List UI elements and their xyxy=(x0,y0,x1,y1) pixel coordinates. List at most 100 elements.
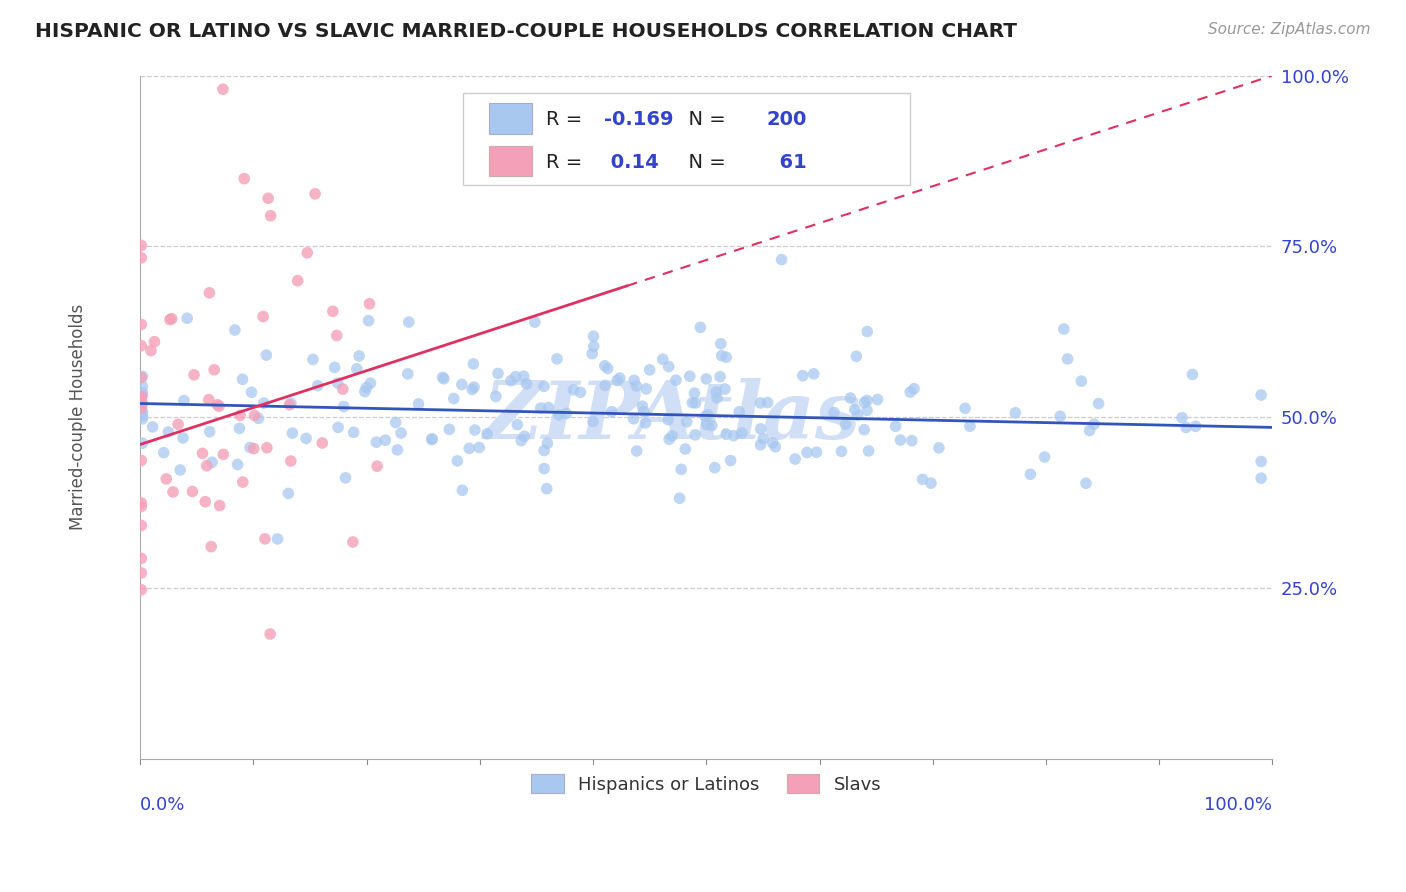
Point xyxy=(536,482,558,496)
Point xyxy=(475,426,498,441)
Point xyxy=(359,297,381,311)
Point xyxy=(155,472,177,486)
Point xyxy=(195,458,218,473)
Point xyxy=(657,412,679,426)
Point xyxy=(231,372,253,386)
Point xyxy=(259,627,281,641)
Point xyxy=(333,400,356,414)
Point xyxy=(623,373,645,387)
Point xyxy=(173,393,195,408)
Point xyxy=(439,422,461,436)
Point xyxy=(332,382,354,396)
Point xyxy=(1074,476,1097,491)
Point xyxy=(131,238,153,252)
Point xyxy=(1175,420,1198,434)
Point xyxy=(866,392,889,407)
Point xyxy=(685,396,707,410)
Point xyxy=(709,369,731,384)
Point xyxy=(756,395,779,409)
Point xyxy=(131,386,153,401)
Point xyxy=(695,372,717,386)
Point xyxy=(658,359,681,374)
Point xyxy=(638,363,661,377)
Point xyxy=(562,383,585,397)
Point xyxy=(582,415,605,429)
Point xyxy=(131,396,153,410)
Text: 200: 200 xyxy=(766,111,807,129)
Point xyxy=(803,367,825,381)
Point xyxy=(131,496,153,510)
Point xyxy=(326,420,349,434)
Point xyxy=(831,444,853,458)
Point xyxy=(853,423,876,437)
Point xyxy=(142,420,165,434)
Point xyxy=(304,186,326,201)
Point xyxy=(183,368,205,382)
Point xyxy=(131,412,153,426)
Point xyxy=(131,379,153,393)
Point xyxy=(463,380,485,394)
Point xyxy=(226,458,249,472)
Point xyxy=(198,285,221,300)
Point xyxy=(242,442,264,456)
Point xyxy=(420,432,443,446)
Point xyxy=(683,427,706,442)
Point xyxy=(763,440,786,454)
Point xyxy=(432,370,454,384)
Point xyxy=(533,379,555,393)
Point xyxy=(366,459,388,474)
Point xyxy=(485,389,508,403)
Point xyxy=(311,436,333,450)
Point xyxy=(626,444,648,458)
Point xyxy=(512,369,534,384)
Point xyxy=(633,404,655,418)
Point xyxy=(546,351,568,366)
Point xyxy=(530,401,553,415)
Point xyxy=(506,417,529,432)
Point xyxy=(131,436,153,450)
Text: 0.0%: 0.0% xyxy=(141,797,186,814)
Point xyxy=(631,399,654,413)
Point xyxy=(342,535,364,549)
Point xyxy=(287,274,309,288)
Point xyxy=(280,396,302,410)
Point xyxy=(228,421,250,435)
Point xyxy=(131,388,153,402)
Legend: Hispanics or Latinos, Slavs: Hispanics or Latinos, Slavs xyxy=(524,767,889,801)
Point xyxy=(131,409,153,423)
Point xyxy=(505,369,527,384)
Point xyxy=(928,441,950,455)
Point xyxy=(396,367,419,381)
Point xyxy=(510,434,533,448)
Point xyxy=(169,463,191,477)
Point xyxy=(461,383,484,397)
Point xyxy=(695,409,717,424)
Point xyxy=(731,425,754,440)
Point xyxy=(710,336,733,351)
Point xyxy=(450,377,472,392)
Point xyxy=(728,405,751,419)
Point xyxy=(792,368,814,383)
Point xyxy=(569,385,592,400)
Point xyxy=(1181,368,1204,382)
Point xyxy=(212,82,235,96)
Point xyxy=(716,427,738,442)
Point xyxy=(208,499,231,513)
Point xyxy=(347,349,370,363)
Point xyxy=(131,395,153,409)
Point xyxy=(806,445,828,459)
Point xyxy=(159,312,181,326)
Point xyxy=(884,419,907,434)
Point xyxy=(523,315,546,329)
Point xyxy=(856,403,879,417)
Text: R =: R = xyxy=(546,111,588,129)
Point xyxy=(555,407,578,421)
Bar xyxy=(489,103,531,134)
Point xyxy=(593,378,616,392)
Point xyxy=(658,432,681,446)
Point xyxy=(131,566,153,580)
Point xyxy=(626,379,648,393)
Point xyxy=(1083,417,1105,432)
Point xyxy=(1087,396,1109,410)
Point xyxy=(889,433,911,447)
